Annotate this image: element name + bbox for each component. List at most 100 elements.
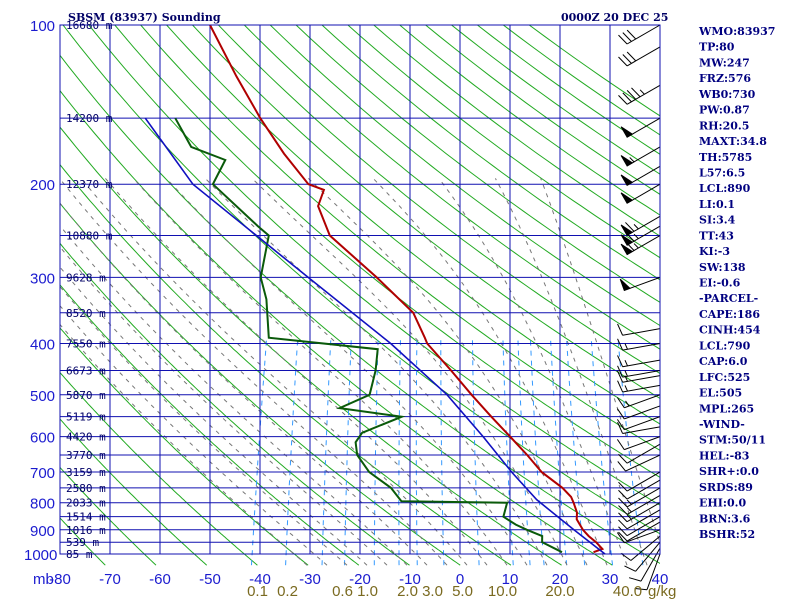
wind-barb xyxy=(619,276,661,292)
mixing-ratio-tick-label: 40.0 xyxy=(613,583,642,600)
wind-barb xyxy=(618,516,661,537)
wind-barb xyxy=(620,146,661,167)
dry-adiabat-line xyxy=(321,25,660,281)
pressure-unit-label: mb xyxy=(33,571,54,588)
height-label: 5870 m xyxy=(66,389,106,402)
dry-adiabat-line xyxy=(60,466,157,566)
wind-barb xyxy=(620,165,661,187)
wind-barb xyxy=(617,338,661,351)
wind-barb xyxy=(624,541,661,572)
wind-barb xyxy=(620,117,661,138)
height-label: 4420 m xyxy=(66,431,106,444)
index-value: LCL:790 xyxy=(699,339,751,352)
moist-adiabat-line xyxy=(133,178,508,566)
height-label: 10880 m xyxy=(66,230,113,243)
pressure-tick-label: 800 xyxy=(30,496,55,513)
index-value: KI:-3 xyxy=(699,245,730,258)
height-label: 2033 m xyxy=(66,497,106,510)
background-lines xyxy=(60,25,660,566)
moist-adiabat-line xyxy=(105,178,488,566)
wind-barb xyxy=(620,235,661,256)
wind-barb xyxy=(618,487,661,508)
index-value: CINH:454 xyxy=(699,324,761,337)
index-value: -WIND- xyxy=(699,418,745,431)
wind-barb xyxy=(618,502,661,523)
temperature-tick-label: -40 xyxy=(249,571,271,588)
index-value: BRN:3.6 xyxy=(699,512,751,525)
height-label: 2580 m xyxy=(66,482,106,495)
height-label: 8520 m xyxy=(66,307,106,320)
wind-barb xyxy=(617,323,661,336)
wind-barb xyxy=(617,380,661,393)
station-title: SBSM (83937) Sounding xyxy=(68,11,221,24)
dry-adiabat-line xyxy=(269,25,660,327)
dry-adiabat-line xyxy=(60,327,309,566)
height-label: 14200 m xyxy=(66,112,113,125)
mixing-ratio-tick-label: 2.0 xyxy=(397,583,418,600)
dry-adiabat-line xyxy=(60,54,660,564)
dry-adiabat-line xyxy=(88,25,660,506)
wind-barb xyxy=(617,454,661,472)
dry-adiabat-line xyxy=(295,25,660,303)
index-value: MPL:265 xyxy=(699,402,754,415)
wind-barb xyxy=(617,355,661,368)
indices-panel: WMO:83937 TP:80 MW:247 FRZ:576 WB0:730 PW:0.8… xyxy=(698,25,775,541)
temperature-tick-label: 10 xyxy=(502,571,519,588)
mixing-ratio-unit-label: g/kg xyxy=(648,583,676,600)
moist-adiabat-line xyxy=(204,178,548,566)
moist-adiabat-line xyxy=(438,178,628,566)
moist-adiabat-line xyxy=(60,305,328,566)
temperature-line xyxy=(209,25,605,554)
dry-adiabat-line xyxy=(347,25,660,259)
index-value: MAXT:34.8 xyxy=(699,135,767,148)
height-label: 3770 m xyxy=(66,449,106,462)
index-value: LCL:890 xyxy=(699,182,751,195)
index-value: SW:138 xyxy=(699,261,746,274)
wind-barb xyxy=(616,394,661,409)
moist-adiabat-line xyxy=(251,178,568,566)
dry-adiabat-line xyxy=(60,126,562,566)
index-value: MW:247 xyxy=(699,56,750,69)
profile-lines xyxy=(144,25,606,555)
moist-adiabat-line xyxy=(60,224,408,566)
pressure-tick-label: 200 xyxy=(30,177,55,194)
index-value: WB0:730 xyxy=(698,88,756,101)
index-value: WMO:83937 xyxy=(698,25,775,38)
dewpoint-line xyxy=(174,117,563,554)
dry-adiabat-line xyxy=(165,25,660,425)
temperature-tick-label: 40 xyxy=(652,571,669,588)
wind-barb xyxy=(618,479,661,500)
temperature-tick-label: -30 xyxy=(299,571,321,588)
moist-adiabat-line xyxy=(60,285,348,566)
height-label: 85 m xyxy=(66,548,93,561)
wind-barb xyxy=(618,495,661,515)
index-value: SI:3.4 xyxy=(699,214,736,227)
moist-adiabat-line xyxy=(60,178,448,566)
dry-adiabat-line xyxy=(60,371,258,566)
index-value: BSHR:52 xyxy=(699,528,755,541)
dry-adiabat-line xyxy=(217,25,660,375)
pressure-tick-label: 1000 xyxy=(24,547,57,564)
height-label: 6673 m xyxy=(66,365,106,378)
wind-barb xyxy=(616,416,661,431)
height-label: 1514 m xyxy=(66,511,106,524)
pressure-tick-label: 600 xyxy=(30,430,55,447)
moist-adiabat-line xyxy=(372,178,608,566)
moist-adiabat-line xyxy=(494,178,648,566)
dry-adiabat-line xyxy=(60,517,106,566)
mixing-ratio-tick-label: 1.0 xyxy=(357,583,378,600)
index-value: -PARCEL- xyxy=(699,292,758,305)
wind-barb xyxy=(618,521,661,542)
dry-adiabat-line xyxy=(191,25,660,400)
index-value: SHR+:0.0 xyxy=(699,465,759,478)
temperature-tick-label: 0 xyxy=(456,571,464,588)
index-value: PW:0.87 xyxy=(699,104,750,117)
time-title: 0000Z 20 DEC 25 xyxy=(561,11,668,24)
height-label: 16680 m xyxy=(66,19,113,32)
moist-adiabat-line xyxy=(540,178,660,545)
index-value: FRZ:576 xyxy=(699,72,751,85)
index-value: STM:50/11 xyxy=(699,434,766,447)
index-value: L57:6.5 xyxy=(699,166,745,179)
